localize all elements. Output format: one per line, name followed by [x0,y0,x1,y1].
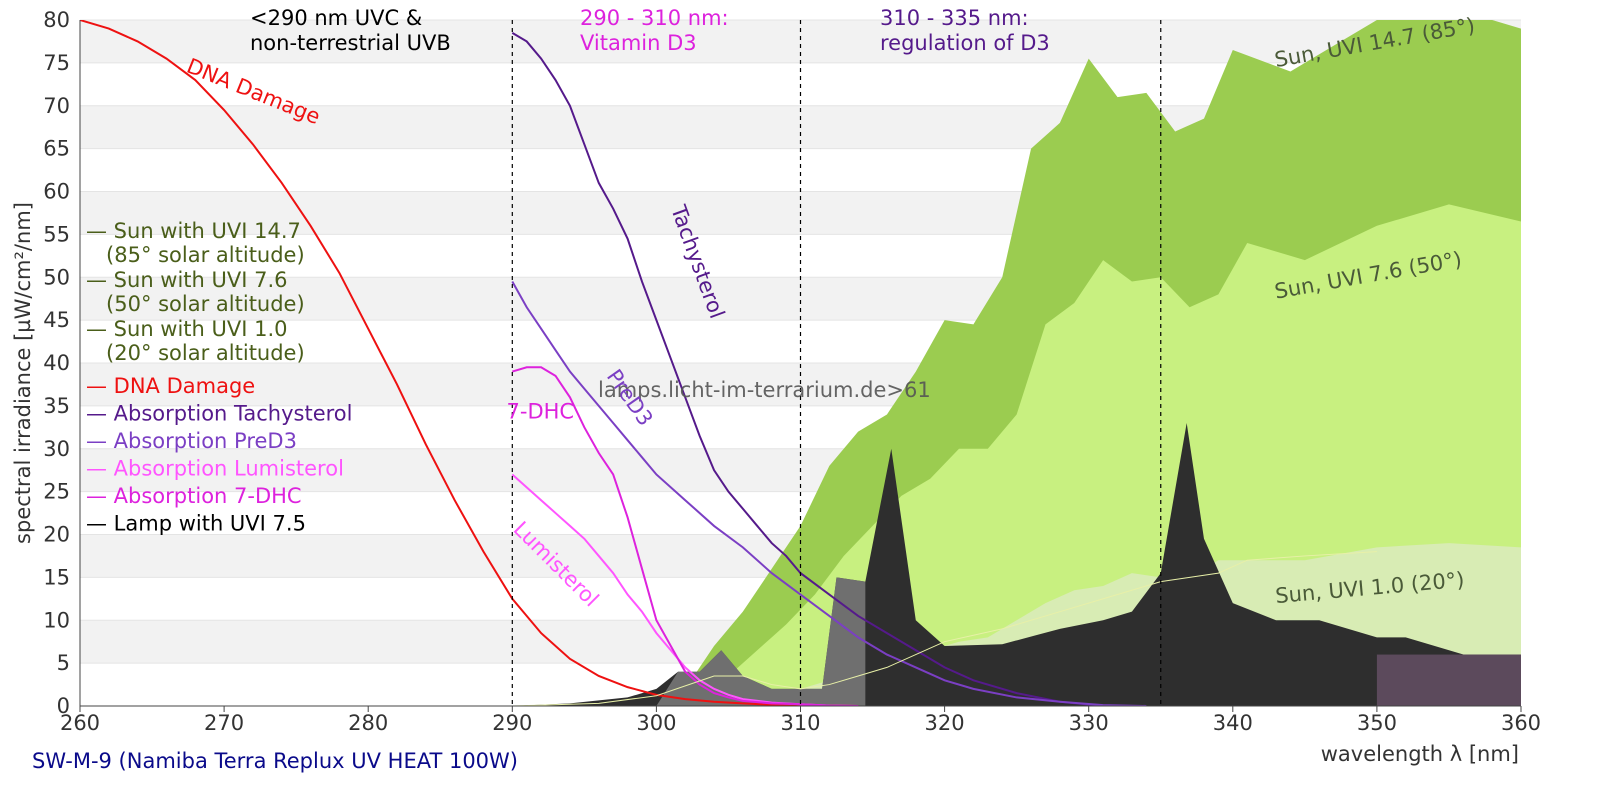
lamp-band [1376,654,1521,706]
legend-item: — Lamp with UVI 7.5 [86,512,306,536]
legend-item: — Sun with UVI 1.0 [86,317,288,341]
legend-item: — Absorption Tachysterol [86,402,352,426]
x-tick-label: 270 [204,711,244,735]
x-tick-label: 300 [636,711,676,735]
y-tick-label: 65 [43,137,70,161]
legend-item: (50° solar altitude) [86,292,305,316]
series-line-3 [511,473,859,706]
y-axis-label: spectral irradiance [µW/cm²/nm] [11,202,35,544]
region-label: 310 - 335 nm: [880,6,1029,30]
legend-item: — DNA Damage [86,374,255,398]
y-tick-label: 75 [43,51,70,75]
legend-item: — Absorption 7-DHC [86,484,302,508]
x-tick-label: 310 [780,711,820,735]
x-tick-label: 330 [1069,711,1109,735]
region-label: <290 nm UVC & [250,6,422,30]
region-label: non-terrestrial UVB [250,31,451,55]
series-label: 7-DHC [507,400,575,424]
region-label: Vitamin D3 [580,31,697,55]
y-tick-label: 55 [43,222,70,246]
legend-item: (85° solar altitude) [86,243,305,267]
x-tick-label: 360 [1501,711,1541,735]
legend-item: — Absorption Lumisterol [86,457,344,481]
series-line-0 [80,20,859,706]
y-tick-label: 15 [43,565,70,589]
watermark: lamps.licht-im-terrarium.de>61 [598,378,931,402]
y-tick-label: 20 [43,523,70,547]
y-tick-label: 50 [43,265,70,289]
y-tick-label: 10 [43,608,70,632]
y-tick-label: 45 [43,308,70,332]
y-tick-label: 80 [43,8,70,32]
plot-area [80,20,1521,706]
legend-item: (20° solar altitude) [86,341,305,365]
x-tick-label: 340 [1213,711,1253,735]
region-label: 290 - 310 nm: [580,6,729,30]
x-tick-label: 290 [492,711,532,735]
y-tick-label: 30 [43,437,70,461]
legend-item: — Absorption PreD3 [86,429,297,453]
legend-item: — Sun with UVI 7.6 [86,268,288,292]
x-axis-label: wavelength λ [nm] [1321,742,1519,766]
series-line-1 [511,32,1104,706]
series-line-2 [511,281,1147,706]
y-tick-label: 60 [43,180,70,204]
y-tick-label: 40 [43,351,70,375]
y-tick-label: 25 [43,480,70,504]
y-tick-label: 35 [43,394,70,418]
series-line-4 [512,366,859,706]
x-tick-label: 260 [60,711,100,735]
x-tick-label: 350 [1357,711,1397,735]
y-tick-label: 0 [57,694,70,718]
legend-item: — Sun with UVI 14.7 [86,219,301,243]
series-line-5 [512,551,1377,706]
x-tick-label: 320 [925,711,965,735]
y-tick-label: 5 [57,651,70,675]
y-tick-label: 70 [43,94,70,118]
footer-title: SW-M-9 (Namiba Terra Replux UV HEAT 100W… [32,749,518,773]
region-label: regulation of D3 [880,31,1050,55]
area-3 [512,423,1521,706]
lamp-gray-overlay [656,577,866,706]
x-tick-label: 280 [348,711,388,735]
